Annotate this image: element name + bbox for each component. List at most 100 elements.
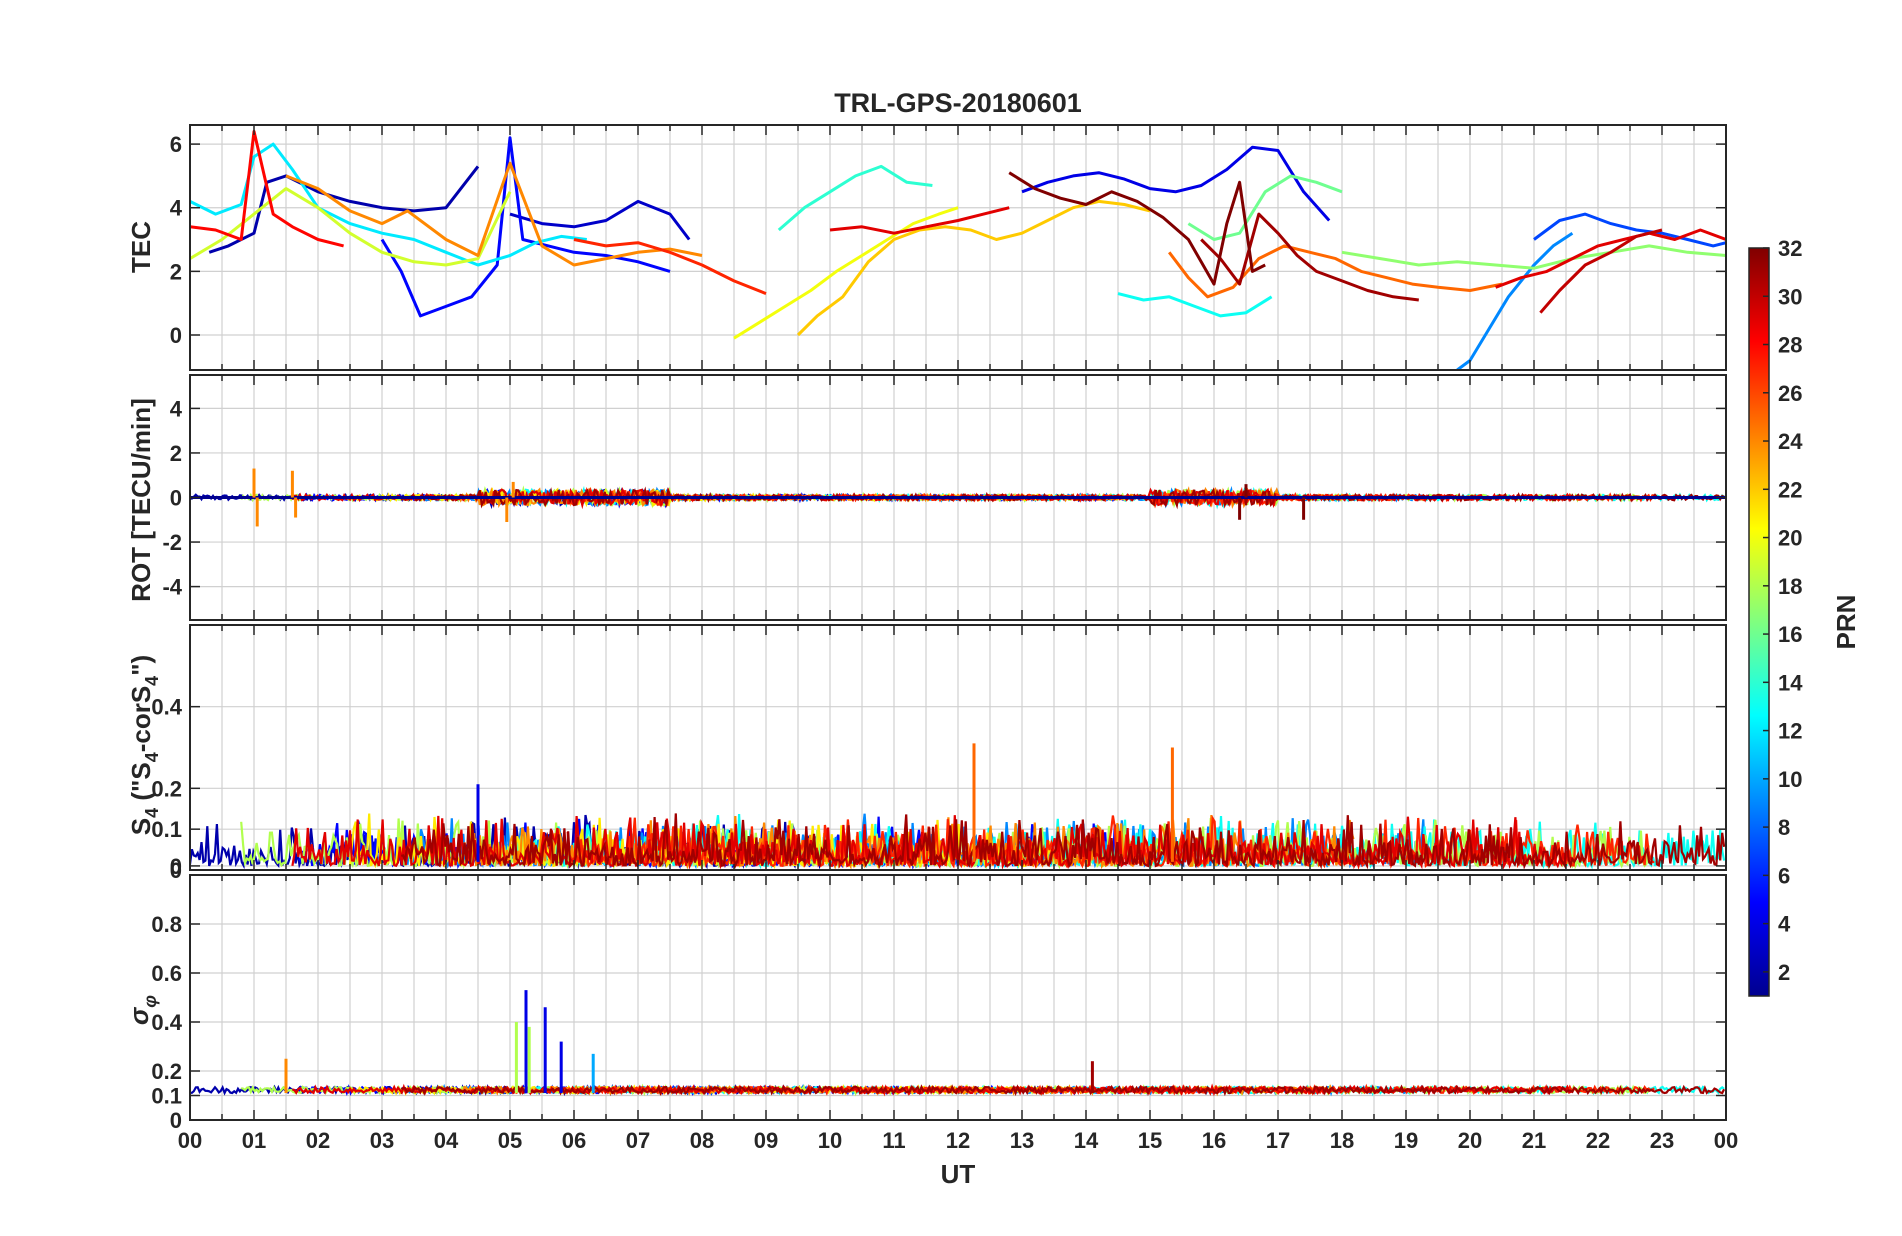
tec-series-prn-27: [573, 238, 767, 295]
rot-ylabel: ROT [TECU/min]: [126, 398, 156, 602]
tec-series-prn-5: [380, 136, 671, 318]
tec-series-prn-32: [1008, 171, 1266, 286]
tec-series-prn-13: [1117, 292, 1273, 318]
sigphi-grid: [189, 875, 1727, 1121]
x-tick-label: 00: [1714, 1128, 1738, 1153]
x-tick-label: 09: [754, 1128, 778, 1153]
tec-series-prn-7: [1533, 212, 1726, 248]
sigphi-ytick-label: 0.8: [151, 912, 182, 937]
colorbar-tick-label: 14: [1778, 670, 1803, 695]
rot-ytick-label: 0: [170, 486, 182, 511]
tec-series-prn-24: [285, 161, 703, 267]
s4-ytick-label: 0.4: [151, 695, 182, 720]
colorbar-tick-label: 26: [1778, 381, 1802, 406]
colorbar-tick-label: 16: [1778, 622, 1802, 647]
colorbar-tick-label: 4: [1778, 912, 1791, 937]
colorbar-tick-label: 24: [1778, 429, 1803, 454]
x-axis-label: UT: [941, 1159, 976, 1189]
tec-series-prn-20: [733, 206, 959, 340]
colorbar-label: PRN: [1831, 595, 1861, 650]
colorbar-tick-label: 8: [1778, 815, 1790, 840]
sigphi-ytick-label: 0.4: [151, 1010, 182, 1035]
s4-noise-series: [566, 814, 1655, 870]
x-tick-label: 14: [1074, 1128, 1099, 1153]
chart-title: TRL-GPS-20180601: [834, 88, 1082, 118]
panel-sigphi: 00.10.20.40.60.8 σφ: [124, 874, 1727, 1133]
x-tick-labels: 00 01 02 03 04 05 06 07 08 09 10 11 12 13 14 15 16 17 18 19…: [178, 1128, 1738, 1153]
x-tick-label: 15: [1138, 1128, 1162, 1153]
sigphi-ytick-label: 0: [170, 1108, 182, 1133]
colorbar-gradient: [1748, 247, 1770, 997]
x-tick-label: 04: [434, 1128, 459, 1153]
colorbar-tick-label: 28: [1778, 333, 1802, 358]
colorbar-tick-label: 32: [1778, 236, 1802, 261]
tec-series-prn-28: [190, 129, 344, 248]
tec-series-prn-9: [1456, 231, 1574, 370]
tec-ytick-label: 2: [170, 259, 182, 284]
rot-ytick-label: 4: [170, 396, 183, 421]
tec-series-prn-29: [1495, 228, 1726, 289]
x-tick-label: 08: [690, 1128, 714, 1153]
tec-series-prn-29: [829, 206, 1010, 235]
rot-ytick-label: -2: [162, 530, 182, 555]
tec-ticks: 0 2 4 6: [170, 125, 1727, 370]
x-tick-label: 20: [1458, 1128, 1482, 1153]
sigphi-ytick-label: 0.6: [151, 961, 182, 986]
sigphi-ytick-label: 0.2: [151, 1059, 182, 1084]
x-tick-label: 18: [1330, 1128, 1354, 1153]
colorbar-tick-label: 12: [1778, 719, 1802, 744]
tec-ytick-label: 0: [170, 323, 182, 348]
s4-series: [190, 743, 1726, 870]
sigphi-ytick-label: 0.1: [151, 1084, 182, 1109]
s4-ylabel: S4 ("S4-corS4"): [126, 655, 162, 835]
colorbar-tick-label: 10: [1778, 767, 1802, 792]
x-tick-label: 16: [1202, 1128, 1226, 1153]
tec-grid: [189, 125, 1727, 370]
sigphi-series: [190, 990, 1726, 1097]
x-tick-label: 19: [1394, 1128, 1418, 1153]
colorbar-tick-label: 30: [1778, 284, 1802, 309]
colorbar-tick-label: 20: [1778, 526, 1802, 551]
x-tick-label: 17: [1266, 1128, 1290, 1153]
x-tick-label: 05: [498, 1128, 522, 1153]
x-tick-label: 00: [178, 1128, 202, 1153]
x-tick-label: 07: [626, 1128, 650, 1153]
x-tick-label: 23: [1650, 1128, 1674, 1153]
x-tick-label: 10: [818, 1128, 842, 1153]
colorbar-tick-label: 2: [1778, 960, 1790, 985]
s4-ytick-label: 0.2: [151, 776, 182, 801]
x-tick-label: 12: [946, 1128, 970, 1153]
x-tick-label: 06: [562, 1128, 586, 1153]
tec-ylabel: TEC: [126, 221, 156, 273]
s4-ytick-label: 0.1: [151, 817, 182, 842]
panel-tec: 0 2 4 6 TEC: [126, 124, 1727, 371]
colorbar-tick-label: 6: [1778, 863, 1790, 888]
s4-noise-series: [400, 813, 1726, 870]
panel-rot: -4 -2 0 2 4 ROT [TECU/min]: [126, 374, 1727, 621]
tec-series-prn-31: [1200, 212, 1419, 302]
tec-series-prn-16: [1187, 174, 1343, 241]
s4-ytick-label: 0: [170, 858, 182, 883]
tec-ytick-label: 6: [170, 132, 182, 157]
tec-series-prn-30: [1539, 228, 1663, 314]
tec-series: [190, 129, 1726, 370]
x-tick-label: 13: [1010, 1128, 1034, 1153]
s4-ticks: 00 0.1 0.2 0.4: [151, 625, 1727, 883]
sigphi-noise-series: [400, 1084, 1726, 1097]
x-tick-label: 02: [306, 1128, 330, 1153]
rot-ticks: -4 -2 0 2 4: [162, 375, 1727, 620]
sigphi-ticks: 00.10.2 0.4 0.6 0.8: [151, 875, 1727, 1133]
rot-series: [190, 468, 1726, 527]
rot-ytick-label: 2: [170, 441, 182, 466]
tec-series-prn-14: [777, 164, 933, 232]
tec-series-prn-3: [509, 199, 691, 241]
x-tick-label: 22: [1586, 1128, 1610, 1153]
tec-series-prn-17: [1341, 244, 1726, 270]
x-tick-label: 11: [882, 1128, 905, 1153]
colorbar-tick-label: 22: [1778, 477, 1802, 502]
rot-ytick-label: -4: [162, 575, 182, 600]
tec-series-prn-25: [1168, 244, 1503, 299]
